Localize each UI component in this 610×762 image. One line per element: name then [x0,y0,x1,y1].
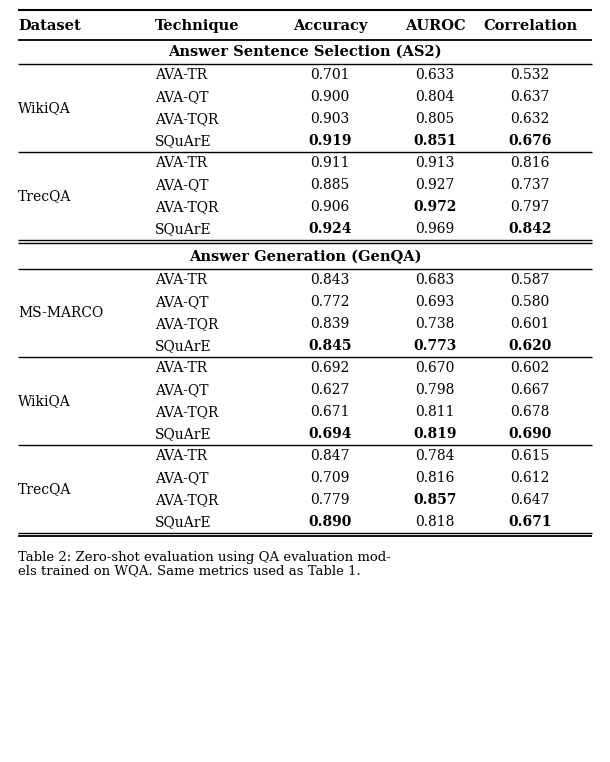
Text: AVA-QT: AVA-QT [155,90,209,104]
Text: Answer Generation (GenQA): Answer Generation (GenQA) [188,250,422,264]
Text: AVA-QT: AVA-QT [155,471,209,485]
Text: 0.709: 0.709 [310,471,350,485]
Text: 0.913: 0.913 [415,156,454,170]
Text: AVA-TQR: AVA-TQR [155,493,218,507]
Text: 0.637: 0.637 [511,90,550,104]
Text: 0.919: 0.919 [308,134,352,148]
Text: 0.779: 0.779 [310,493,350,507]
Text: AVA-TQR: AVA-TQR [155,112,218,126]
Text: 0.602: 0.602 [511,361,550,375]
Text: 0.667: 0.667 [511,383,550,397]
Text: 0.816: 0.816 [511,156,550,170]
Text: 0.601: 0.601 [511,317,550,331]
Text: SQuArE: SQuArE [155,134,212,148]
Text: 0.851: 0.851 [413,134,457,148]
Text: SQuArE: SQuArE [155,222,212,236]
Text: 0.670: 0.670 [415,361,454,375]
Text: 0.798: 0.798 [415,383,454,397]
Text: AVA-TR: AVA-TR [155,273,207,287]
Text: AVA-TR: AVA-TR [155,156,207,170]
Text: AVA-QT: AVA-QT [155,178,209,192]
Text: 0.773: 0.773 [414,339,457,353]
Text: 0.784: 0.784 [415,449,454,463]
Text: WikiQA: WikiQA [18,101,71,115]
Text: 0.647: 0.647 [510,493,550,507]
Text: AUROC: AUROC [404,19,465,33]
Text: SQuArE: SQuArE [155,339,212,353]
Text: 0.927: 0.927 [415,178,454,192]
Text: 0.693: 0.693 [415,295,454,309]
Text: Accuracy: Accuracy [293,19,367,33]
Text: 0.811: 0.811 [415,405,454,419]
Text: 0.839: 0.839 [310,317,350,331]
Text: 0.804: 0.804 [415,90,454,104]
Text: 0.911: 0.911 [310,156,350,170]
Text: 0.671: 0.671 [310,405,350,419]
Text: 0.797: 0.797 [510,200,550,214]
Text: 0.890: 0.890 [308,515,352,529]
Text: 0.885: 0.885 [310,178,350,192]
Text: WikiQA: WikiQA [18,394,71,408]
Text: AVA-TR: AVA-TR [155,68,207,82]
Text: MS-MARCO: MS-MARCO [18,306,103,320]
Text: 0.612: 0.612 [511,471,550,485]
Text: 0.903: 0.903 [310,112,350,126]
Text: 0.843: 0.843 [310,273,350,287]
Text: 0.906: 0.906 [310,200,350,214]
Text: 0.620: 0.620 [508,339,551,353]
Text: SQuArE: SQuArE [155,515,212,529]
Text: 0.615: 0.615 [511,449,550,463]
Text: AVA-TQR: AVA-TQR [155,200,218,214]
Text: AVA-TQR: AVA-TQR [155,317,218,331]
Text: AVA-TR: AVA-TR [155,361,207,375]
Text: SQuArE: SQuArE [155,427,212,441]
Text: TrecQA: TrecQA [18,189,71,203]
Text: 0.924: 0.924 [308,222,352,236]
Text: 0.972: 0.972 [414,200,457,214]
Text: 0.671: 0.671 [508,515,552,529]
Text: 0.692: 0.692 [310,361,350,375]
Text: 0.818: 0.818 [415,515,454,529]
Text: Table 2: Zero-shot evaluation using QA evaluation mod-: Table 2: Zero-shot evaluation using QA e… [18,550,391,564]
Text: 0.900: 0.900 [310,90,350,104]
Text: 0.857: 0.857 [414,493,457,507]
Text: 0.737: 0.737 [510,178,550,192]
Text: 0.738: 0.738 [415,317,454,331]
Text: 0.676: 0.676 [508,134,551,148]
Text: 0.816: 0.816 [415,471,454,485]
Text: 0.772: 0.772 [310,295,350,309]
Text: 0.969: 0.969 [415,222,454,236]
Text: AVA-QT: AVA-QT [155,383,209,397]
Text: Correlation: Correlation [483,19,577,33]
Text: 0.845: 0.845 [308,339,352,353]
Text: 0.532: 0.532 [511,68,550,82]
Text: 0.632: 0.632 [511,112,550,126]
Text: Technique: Technique [155,19,240,33]
Text: 0.805: 0.805 [415,112,454,126]
Text: 0.847: 0.847 [310,449,350,463]
Text: AVA-TQR: AVA-TQR [155,405,218,419]
Text: AVA-TR: AVA-TR [155,449,207,463]
Text: Answer Sentence Selection (AS2): Answer Sentence Selection (AS2) [168,45,442,59]
Text: Dataset: Dataset [18,19,81,33]
Text: 0.580: 0.580 [511,295,550,309]
Text: 0.633: 0.633 [415,68,454,82]
Text: 0.627: 0.627 [310,383,350,397]
Text: 0.587: 0.587 [511,273,550,287]
Text: 0.690: 0.690 [508,427,551,441]
Text: 0.694: 0.694 [308,427,352,441]
Text: els trained on WQA. Same metrics used as Table 1.: els trained on WQA. Same metrics used as… [18,565,361,578]
Text: 0.819: 0.819 [413,427,457,441]
Text: AVA-QT: AVA-QT [155,295,209,309]
Text: 0.678: 0.678 [511,405,550,419]
Text: TrecQA: TrecQA [18,482,71,496]
Text: 0.701: 0.701 [310,68,350,82]
Text: 0.683: 0.683 [415,273,454,287]
Text: 0.842: 0.842 [508,222,552,236]
